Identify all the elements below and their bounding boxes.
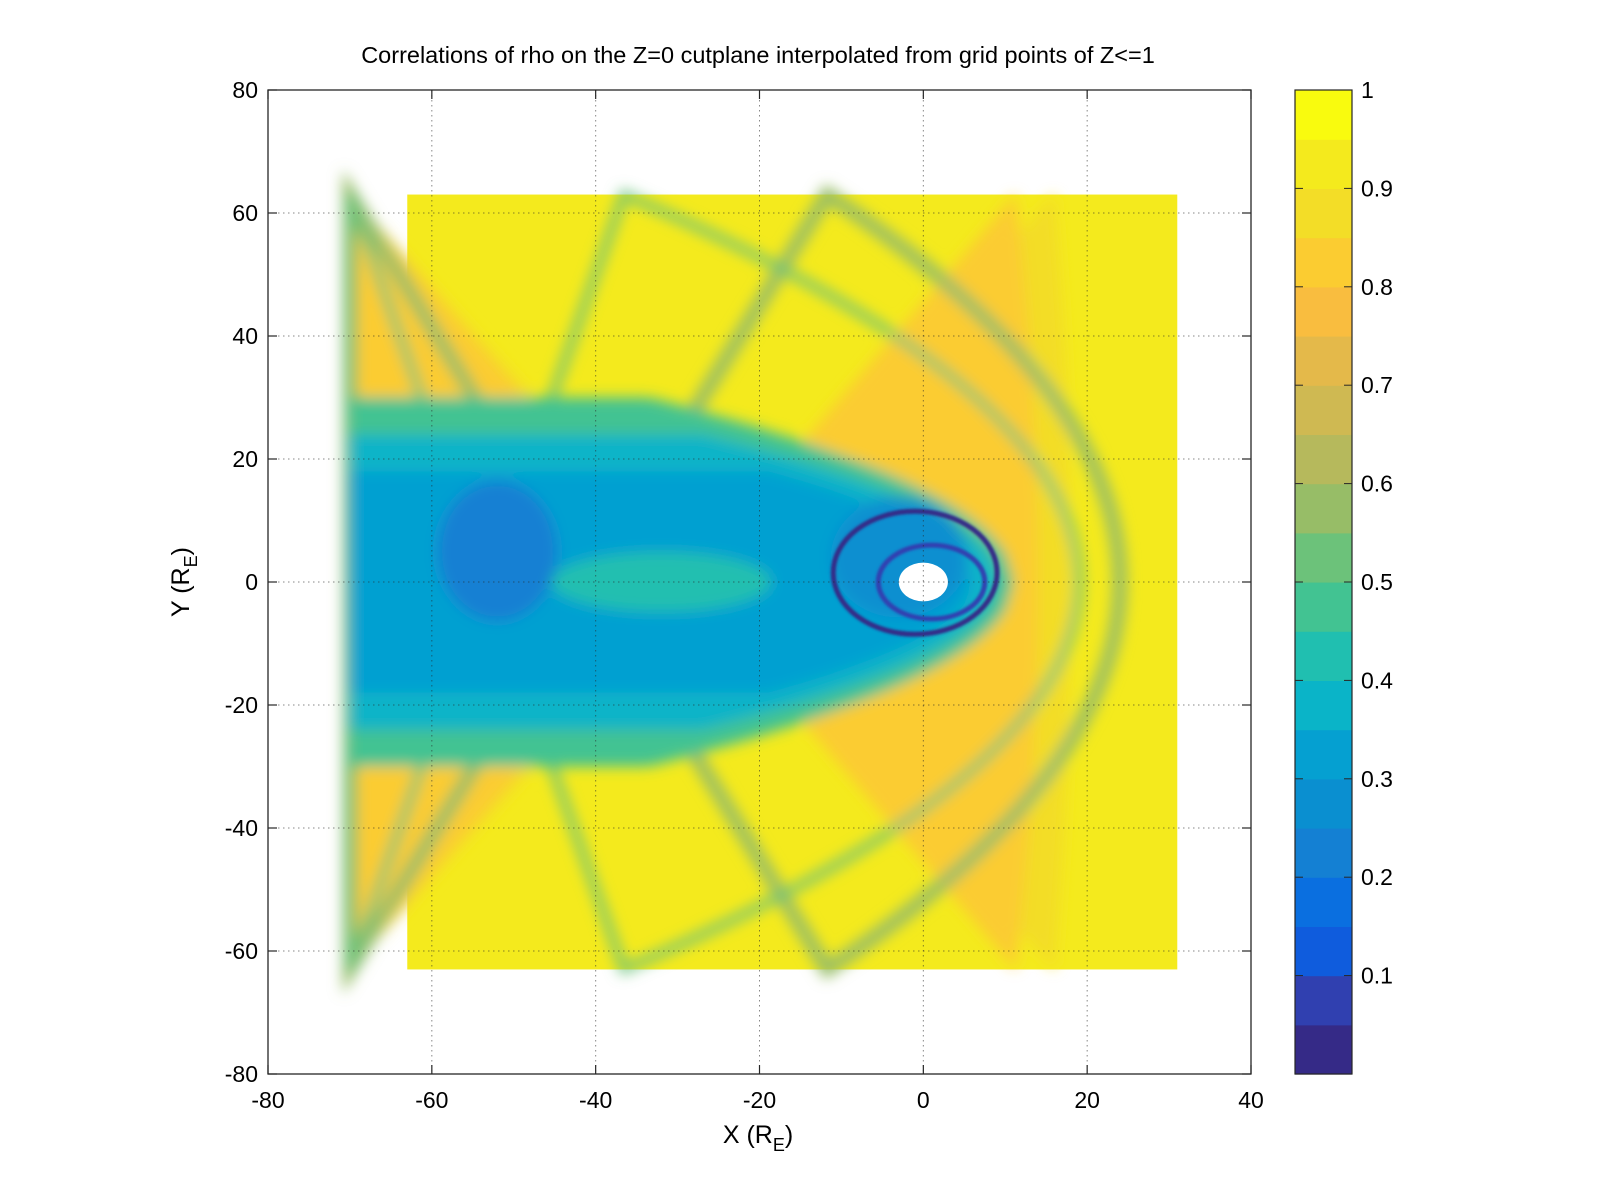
colorbar-swatch xyxy=(1295,1024,1352,1075)
colorbar-tick-label: 0.3 xyxy=(1361,766,1393,792)
colorbar-tick-label: 0.7 xyxy=(1361,372,1393,398)
field-bow-band xyxy=(342,169,1127,995)
field-bow-inner-band xyxy=(345,189,1084,975)
colorbar-tick-label: 0.6 xyxy=(1361,471,1393,497)
colorbar-swatch xyxy=(1295,385,1352,435)
colorbar-tick-label: 0.1 xyxy=(1361,963,1393,989)
colorbar: 0.1 0.2 0.3 0.4 0.5 0.6 0.7 0.8 0.9 1 xyxy=(1294,77,1393,1075)
x-tick-label: -20 xyxy=(743,1087,776,1113)
colorbar-tick-label: 0.4 xyxy=(1361,667,1393,693)
colorbar-swatch xyxy=(1295,975,1352,1026)
colorbar-swatch xyxy=(1295,729,1352,780)
colorbar-swatch xyxy=(1295,286,1352,337)
colorbar-tick-label: 0.9 xyxy=(1361,175,1393,201)
colorbar-swatch xyxy=(1295,90,1352,140)
x-tick-label: -80 xyxy=(251,1087,284,1113)
colorbar-swatch xyxy=(1295,434,1352,485)
y-tick-label: -20 xyxy=(225,692,258,718)
y-tick-label: 20 xyxy=(232,446,258,472)
colorbar-tick-label: 0.5 xyxy=(1361,569,1393,595)
y-tick-label: 60 xyxy=(232,200,258,226)
y-tick-label: -40 xyxy=(225,815,258,841)
x-axis-ticks: -80 -60 -40 -20 0 20 40 xyxy=(251,90,1264,1113)
field-tail-ridge xyxy=(551,552,772,612)
x-tick-label: 20 xyxy=(1074,1087,1100,1113)
x-tick-label: -40 xyxy=(579,1087,612,1113)
field-ring-outer xyxy=(830,508,1000,637)
x-axis-label: X (RE) xyxy=(723,1121,793,1155)
colorbar-swatch xyxy=(1295,631,1352,681)
colorbar-swatch xyxy=(1295,877,1352,927)
y-tick-label: -60 xyxy=(225,938,258,964)
colorbar-swatch xyxy=(1295,483,1352,534)
colorbar-swatch xyxy=(1295,778,1352,829)
y-tick-label: -80 xyxy=(225,1061,258,1087)
grid-lines xyxy=(268,90,1251,1074)
colorbar-swatch xyxy=(1295,680,1352,731)
x-tick-label: 40 xyxy=(1238,1087,1264,1113)
colorbar-swatch xyxy=(1295,828,1352,878)
y-tick-label: 80 xyxy=(232,77,258,103)
y-axis-label: Y (RE) xyxy=(167,547,201,617)
colorbar-swatch xyxy=(1295,188,1352,239)
colorbar-swatch xyxy=(1295,582,1352,632)
colorbar-tick-label: 1 xyxy=(1361,77,1374,103)
colorbar-swatch xyxy=(1295,139,1352,189)
y-tick-label: 0 xyxy=(245,569,258,595)
colorbar-tick-label: 0.2 xyxy=(1361,864,1393,890)
colorbar-tick-label: 0.8 xyxy=(1361,274,1393,300)
field-tail-low xyxy=(437,481,558,622)
x-tick-label: 0 xyxy=(917,1087,930,1113)
y-axis-ticks: -80 -60 -40 -20 0 20 40 60 80 xyxy=(225,77,1251,1087)
x-tick-label: -60 xyxy=(415,1087,448,1113)
colorbar-swatch xyxy=(1295,336,1352,386)
plot-area xyxy=(268,90,1251,1074)
colorbar-swatch xyxy=(1295,532,1352,583)
chart-title: Correlations of rho on the Z=0 cutplane … xyxy=(361,42,1155,68)
colorbar-swatch xyxy=(1295,926,1352,977)
colorbar-swatch xyxy=(1295,237,1352,288)
y-tick-label: 40 xyxy=(232,323,258,349)
